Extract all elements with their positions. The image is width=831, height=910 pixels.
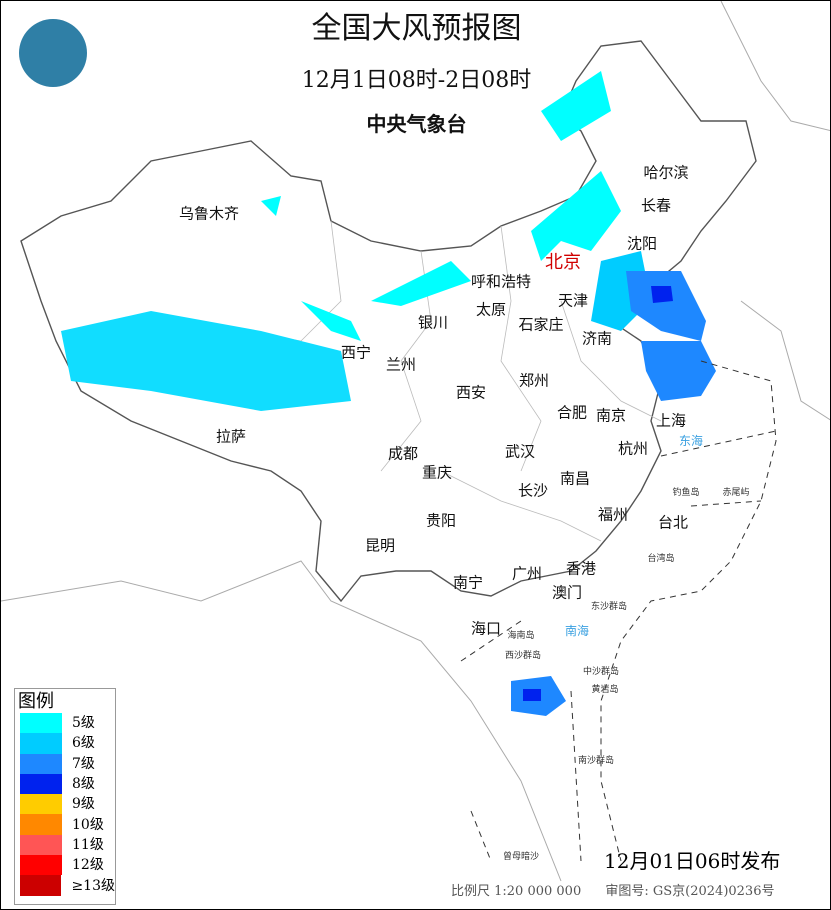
map-footer: 比例尺 1:20 000 000 审图号: GS京(2024)0236号 xyxy=(451,884,794,900)
legend-label: 12级 xyxy=(72,857,104,874)
city-label: 拉萨 xyxy=(215,427,247,446)
city-label: 台北 xyxy=(657,513,689,532)
city-label: 上海 xyxy=(655,411,687,430)
city-label: 哈尔滨 xyxy=(643,163,689,182)
legend-label: 8级 xyxy=(72,776,95,793)
legend-swatch xyxy=(20,875,62,896)
city-label: 兰州 xyxy=(385,355,417,374)
legend-item: 6级 xyxy=(15,733,115,754)
legend-label: 7级 xyxy=(72,755,95,772)
agency-name: 中央气象台 xyxy=(366,112,467,136)
legend-title: 图例 xyxy=(18,691,54,712)
city-label: 南昌 xyxy=(559,469,591,488)
legend-item: 12级 xyxy=(15,855,115,876)
city-label: 太原 xyxy=(475,300,507,319)
wind-area-5 xyxy=(261,196,281,216)
city-label: 南京 xyxy=(595,406,627,425)
sea-label: 南海 xyxy=(564,624,590,638)
legend-swatch xyxy=(20,733,62,754)
legend-swatch xyxy=(20,814,62,835)
legend-item: 11级 xyxy=(15,834,115,856)
city-label: 呼和浩特 xyxy=(470,272,532,291)
legend-swatch xyxy=(20,834,62,856)
city-label: 乌鲁木齐 xyxy=(178,204,240,223)
city-label: 澳门 xyxy=(551,583,583,602)
review-number: 审图号: GS京(2024)0236号 xyxy=(605,884,775,899)
city-label: 福州 xyxy=(597,505,629,524)
wind-area-8 xyxy=(523,689,541,701)
map-scale: 比例尺 1:20 000 000 xyxy=(451,884,582,899)
legend-swatch xyxy=(20,794,62,815)
city-label: 西宁 xyxy=(340,343,372,362)
city-label: 合肥 xyxy=(556,403,588,422)
island-label: 钓鱼岛 xyxy=(672,488,700,498)
legend-swatch xyxy=(20,773,62,795)
legend-swatch xyxy=(20,855,62,876)
city-label: 石家庄 xyxy=(518,315,564,334)
legend-label: 9级 xyxy=(72,796,95,813)
legend-label: 6级 xyxy=(72,735,95,752)
city-label: 长春 xyxy=(640,196,672,215)
city-label: 香港 xyxy=(565,559,597,578)
wind-area-5 xyxy=(541,71,611,141)
legend-item: ≥13级 xyxy=(15,875,115,896)
legend-item: 8级 xyxy=(15,773,115,795)
city-label: 南宁 xyxy=(452,573,484,592)
island-label: 黄岩岛 xyxy=(591,685,619,695)
legend-item: 7级 xyxy=(15,753,115,774)
island-label: 西沙群岛 xyxy=(504,651,542,661)
legend-label: 11级 xyxy=(72,836,104,853)
city-label: 济南 xyxy=(581,329,613,348)
legend-swatch xyxy=(20,753,62,774)
city-label: 海口 xyxy=(470,619,502,638)
wind-area-7 xyxy=(626,271,706,341)
legend-item: 5级 xyxy=(15,713,115,734)
wind-area-8 xyxy=(651,286,673,303)
wind-area-5 xyxy=(301,301,361,341)
forecast-period: 12月1日08时-2日08时 xyxy=(301,68,532,93)
island-label: 南沙群岛 xyxy=(577,756,615,766)
city-label: 武汉 xyxy=(504,442,536,461)
legend-label: 10级 xyxy=(72,816,104,833)
sea-boundaries xyxy=(460,360,777,862)
city-label: 沈阳 xyxy=(626,234,658,253)
issue-time: 12月01日06时发布 xyxy=(604,849,781,873)
city-label: 天津 xyxy=(557,291,589,310)
city-label: 北京 xyxy=(545,252,581,273)
city-label: 郑州 xyxy=(518,371,550,390)
city-label: 昆明 xyxy=(364,536,396,555)
island-label: 曾母暗沙 xyxy=(502,852,540,862)
wind-area-6 xyxy=(61,311,351,411)
wind-area-5 xyxy=(531,171,621,261)
map-title: 全国大风预报图 xyxy=(311,11,522,46)
wind-area-7 xyxy=(641,341,716,401)
legend-swatch xyxy=(20,713,62,734)
legend-item: 10级 xyxy=(15,814,115,835)
wind-area-5 xyxy=(371,261,471,306)
city-label: 杭州 xyxy=(617,439,649,458)
city-label: 西安 xyxy=(455,383,487,402)
sea-label: 东海 xyxy=(678,434,704,448)
cma-logo xyxy=(19,19,87,87)
island-label: 赤尾屿 xyxy=(722,488,750,498)
island-label: 台湾岛 xyxy=(647,554,675,564)
legend-label: 5级 xyxy=(72,715,95,732)
city-label: 广州 xyxy=(511,564,543,583)
island-label: 中沙群岛 xyxy=(582,667,620,677)
legend-label: ≥13级 xyxy=(71,877,115,894)
city-label: 贵阳 xyxy=(425,511,457,530)
legend-item: 9级 xyxy=(15,794,115,815)
city-label: 成都 xyxy=(387,444,419,463)
island-label: 海南岛 xyxy=(507,631,535,641)
neighbor-borders xyxy=(1,1,830,882)
city-label: 银川 xyxy=(417,313,449,332)
city-label: 长沙 xyxy=(517,481,549,500)
island-label: 东沙群岛 xyxy=(590,602,628,612)
city-label: 重庆 xyxy=(421,463,453,482)
wind-areas xyxy=(61,71,716,716)
legend: 图例 5级 6级 7级 8级 9级 10级 11级 12级 ≥13级 xyxy=(14,688,116,905)
